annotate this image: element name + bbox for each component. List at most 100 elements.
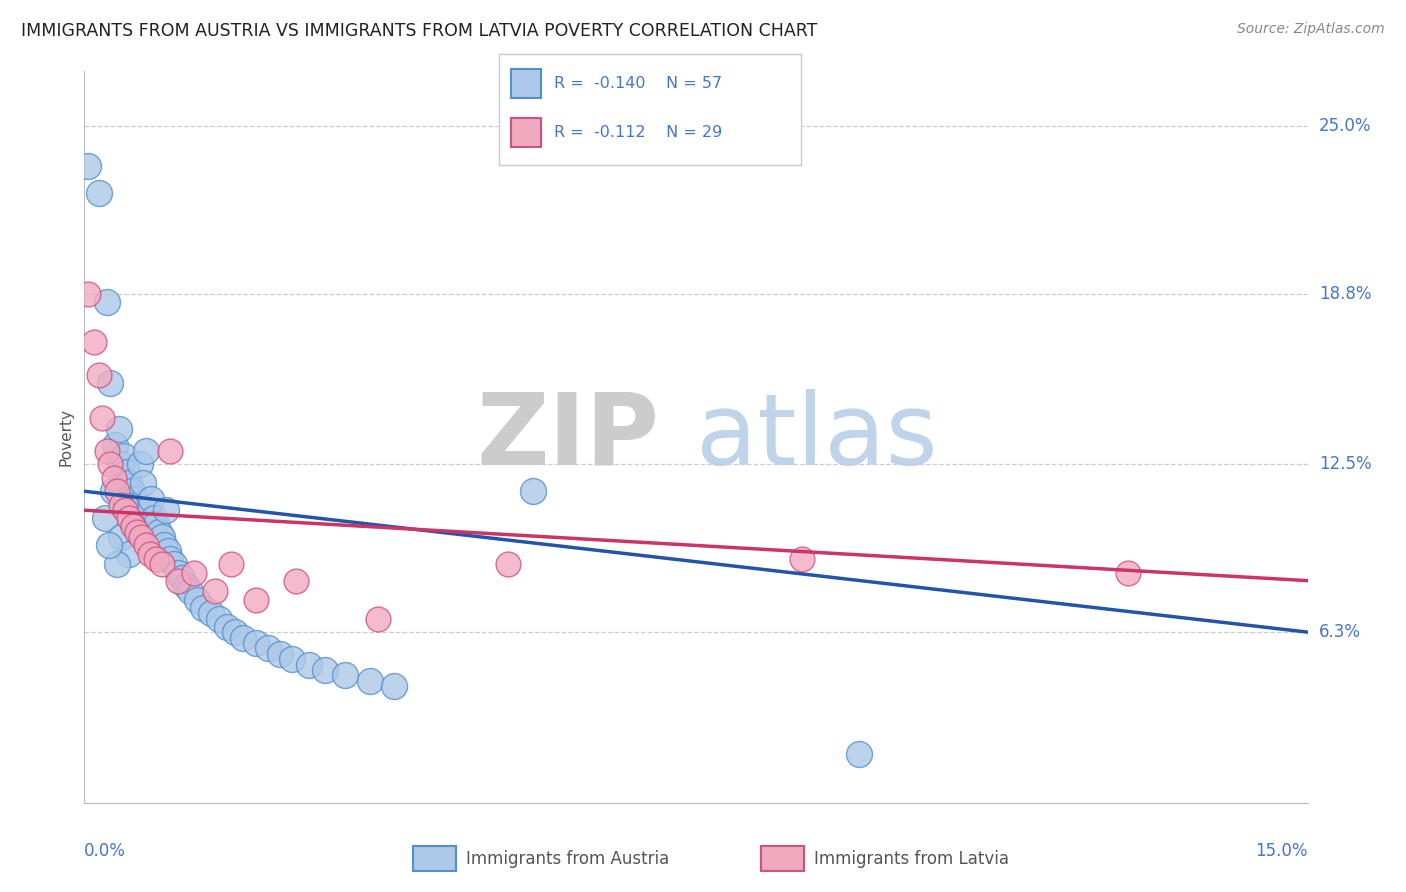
Point bbox=[105, 558, 128, 572]
Point bbox=[91, 411, 114, 425]
Text: Source: ZipAtlas.com: Source: ZipAtlas.com bbox=[1237, 22, 1385, 37]
Point bbox=[131, 530, 153, 544]
Text: atlas: atlas bbox=[696, 389, 938, 485]
Point bbox=[1116, 566, 1139, 580]
Point bbox=[314, 663, 336, 677]
Point bbox=[118, 547, 141, 561]
Point bbox=[298, 657, 321, 672]
FancyBboxPatch shape bbox=[512, 119, 541, 147]
Point bbox=[522, 484, 544, 499]
Point bbox=[150, 530, 173, 544]
FancyBboxPatch shape bbox=[762, 847, 804, 871]
Text: 25.0%: 25.0% bbox=[1319, 117, 1371, 135]
Point bbox=[127, 498, 149, 512]
Point bbox=[281, 652, 304, 666]
Point bbox=[115, 465, 138, 479]
Point bbox=[93, 511, 115, 525]
Point bbox=[217, 620, 239, 634]
Point bbox=[104, 438, 127, 452]
Point bbox=[269, 647, 291, 661]
Point bbox=[498, 558, 520, 572]
Point bbox=[367, 611, 389, 625]
Text: 12.5%: 12.5% bbox=[1319, 455, 1371, 473]
Point bbox=[163, 558, 186, 572]
Point bbox=[128, 457, 150, 471]
Text: R =  -0.112    N = 29: R = -0.112 N = 29 bbox=[554, 125, 721, 140]
Point bbox=[77, 159, 100, 173]
Point bbox=[135, 538, 157, 552]
Point bbox=[87, 368, 110, 382]
Point bbox=[103, 471, 125, 485]
Point bbox=[159, 552, 181, 566]
Point bbox=[87, 186, 110, 201]
Point bbox=[100, 457, 122, 471]
Point bbox=[77, 286, 100, 301]
Point bbox=[107, 422, 129, 436]
Point bbox=[848, 747, 870, 761]
Point bbox=[121, 484, 143, 499]
Point bbox=[224, 625, 246, 640]
Point bbox=[132, 476, 155, 491]
Point bbox=[232, 631, 254, 645]
Point bbox=[142, 511, 165, 525]
Point bbox=[285, 574, 308, 588]
Point bbox=[127, 524, 149, 539]
Text: R =  -0.140    N = 57: R = -0.140 N = 57 bbox=[554, 76, 721, 91]
Point bbox=[167, 574, 190, 588]
Point bbox=[124, 492, 146, 507]
Text: 18.8%: 18.8% bbox=[1319, 285, 1371, 302]
Point bbox=[141, 492, 163, 507]
Point bbox=[156, 544, 179, 558]
Point bbox=[208, 611, 231, 625]
Point bbox=[110, 457, 132, 471]
FancyBboxPatch shape bbox=[512, 70, 541, 98]
Point bbox=[122, 519, 145, 533]
Point bbox=[96, 294, 118, 309]
Point bbox=[97, 538, 120, 552]
Point bbox=[114, 498, 136, 512]
Point bbox=[335, 668, 357, 682]
Point bbox=[359, 673, 381, 688]
Point bbox=[114, 503, 136, 517]
Point bbox=[148, 524, 170, 539]
Point bbox=[118, 476, 141, 491]
Point bbox=[174, 579, 197, 593]
Point bbox=[245, 636, 267, 650]
Point bbox=[382, 679, 405, 693]
Point bbox=[118, 511, 141, 525]
Point bbox=[110, 530, 132, 544]
Point bbox=[153, 538, 176, 552]
Point bbox=[257, 641, 280, 656]
Text: IMMIGRANTS FROM AUSTRIA VS IMMIGRANTS FROM LATVIA POVERTY CORRELATION CHART: IMMIGRANTS FROM AUSTRIA VS IMMIGRANTS FR… bbox=[21, 22, 817, 40]
Point bbox=[122, 519, 145, 533]
Text: Immigrants from Latvia: Immigrants from Latvia bbox=[814, 849, 1010, 868]
Point bbox=[219, 558, 242, 572]
Point bbox=[138, 547, 160, 561]
Point bbox=[145, 516, 167, 531]
Point bbox=[145, 552, 167, 566]
Point bbox=[186, 592, 208, 607]
Text: 6.3%: 6.3% bbox=[1319, 624, 1361, 641]
Text: 15.0%: 15.0% bbox=[1256, 842, 1308, 860]
FancyBboxPatch shape bbox=[413, 847, 456, 871]
Point bbox=[110, 498, 132, 512]
Point bbox=[204, 584, 226, 599]
Text: Immigrants from Austria: Immigrants from Austria bbox=[465, 849, 669, 868]
Point bbox=[135, 443, 157, 458]
Point bbox=[159, 443, 181, 458]
Point bbox=[136, 503, 159, 517]
Point bbox=[200, 606, 222, 620]
Text: ZIP: ZIP bbox=[477, 389, 659, 485]
Point bbox=[112, 449, 135, 463]
Point bbox=[191, 600, 214, 615]
Y-axis label: Poverty: Poverty bbox=[58, 408, 73, 467]
Point bbox=[155, 503, 177, 517]
Point bbox=[172, 571, 194, 585]
Point bbox=[101, 484, 124, 499]
Point bbox=[83, 335, 105, 350]
Point bbox=[100, 376, 122, 390]
Point bbox=[167, 566, 190, 580]
Point bbox=[105, 484, 128, 499]
Text: 0.0%: 0.0% bbox=[84, 842, 127, 860]
Point bbox=[245, 592, 267, 607]
